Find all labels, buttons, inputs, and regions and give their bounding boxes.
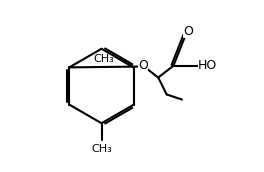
- Text: O: O: [138, 59, 148, 72]
- Text: CH₃: CH₃: [93, 54, 114, 64]
- Text: CH₃: CH₃: [91, 144, 112, 154]
- Text: HO: HO: [198, 59, 217, 72]
- Text: O: O: [183, 25, 193, 38]
